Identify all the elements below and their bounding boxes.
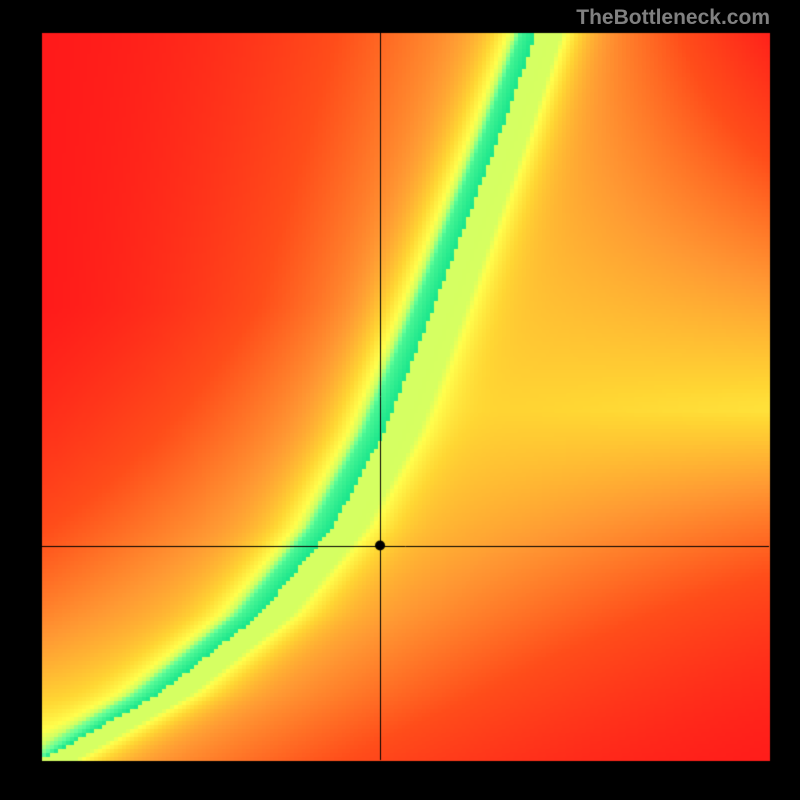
chart-container: TheBottleneck.com <box>0 0 800 800</box>
watermark-text: TheBottleneck.com <box>576 6 770 30</box>
bottleneck-heatmap <box>0 0 800 800</box>
